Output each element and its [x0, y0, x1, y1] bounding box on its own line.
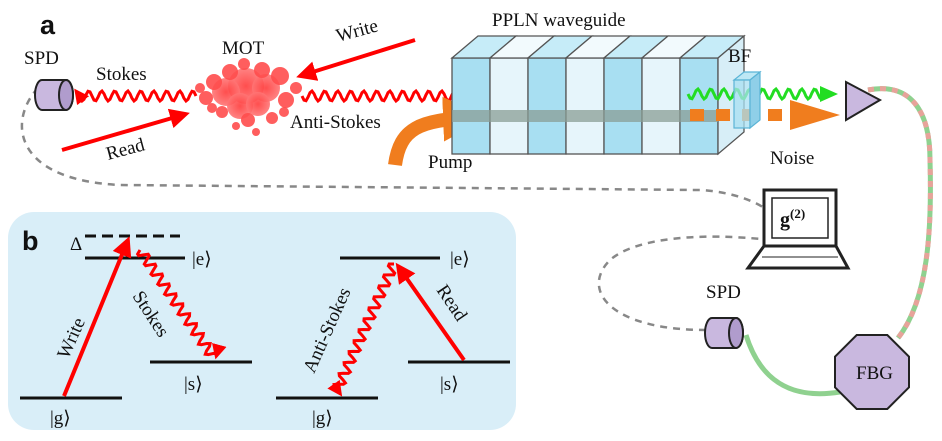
fiber-fbg-spd: [743, 334, 841, 397]
level-s-left-label: |s⟩: [184, 374, 203, 395]
dashed-fiber-top: [20, 87, 772, 216]
anti-stokes-label: Anti-Stokes: [290, 112, 381, 133]
spd-top-detector: [34, 79, 74, 111]
read-transition-arrow: [395, 262, 466, 362]
noise-arrowhead: [790, 100, 840, 130]
noise-label: Noise: [770, 148, 814, 169]
delta-label: Δ: [70, 234, 82, 255]
panel-a-label: a: [40, 10, 56, 40]
level-s-right-label: |s⟩: [440, 374, 459, 395]
mot-atom-cloud: [195, 58, 302, 136]
write-label: Write: [334, 16, 380, 47]
ppln-label: PPLN waveguide: [492, 10, 626, 31]
level-g-right-label: |g⟩: [312, 408, 333, 429]
read-label: Read: [104, 134, 148, 165]
fbg-label: FBG: [856, 363, 893, 384]
stokes-transition-wave: [135, 249, 227, 360]
level-e-right-label: |e⟩: [450, 249, 470, 270]
level-g-left-label: |g⟩: [50, 408, 71, 429]
correlator-computer: [745, 188, 851, 270]
bf-label: BF: [728, 46, 751, 67]
write-beam-arrow: [296, 38, 416, 81]
fiber-coupler-prism: [845, 80, 883, 122]
stokes-label: Stokes: [96, 64, 147, 85]
fiber-prism-fbg: [867, 86, 933, 340]
g2-label: g(2): [780, 206, 805, 231]
ppln-waveguide: [450, 34, 746, 156]
read-beam-arrow: [61, 108, 190, 152]
spd-top-label: SPD: [24, 48, 59, 69]
stokes-photon-wave: [74, 88, 198, 106]
anti-stokes-transition-wave: [327, 262, 397, 397]
write-transition-arrow: [62, 236, 132, 397]
dashed-fiber-bottom: [597, 235, 771, 332]
pump-label: Pump: [428, 152, 472, 173]
fbg-filter: [834, 334, 910, 410]
panel-b-label: b: [22, 226, 39, 256]
mot-label: MOT: [222, 38, 265, 59]
bandpass-filter: [732, 70, 762, 130]
spd-bottom-detector: [704, 317, 744, 349]
spd-bottom-label: SPD: [706, 282, 741, 303]
level-e-left-label: |e⟩: [192, 249, 212, 270]
